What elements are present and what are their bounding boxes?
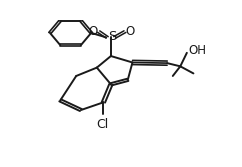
Text: O: O (89, 25, 98, 38)
Text: S: S (108, 30, 116, 43)
Text: Cl: Cl (96, 118, 109, 131)
Text: OH: OH (188, 44, 206, 57)
Text: O: O (125, 25, 134, 38)
